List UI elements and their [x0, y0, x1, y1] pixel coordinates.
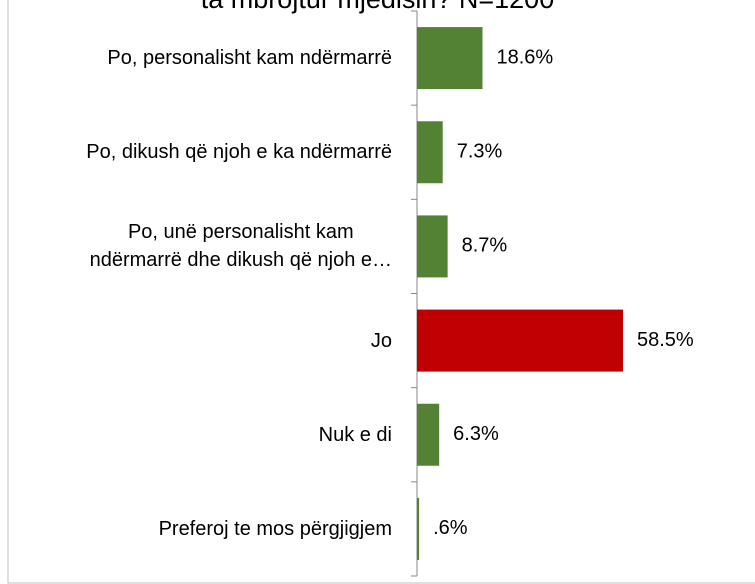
- data-label: 18.6%: [496, 46, 553, 68]
- data-label: .6%: [433, 517, 468, 539]
- category-label-box: Po, personalisht kam ndërmarrë: [0, 44, 392, 72]
- bar: [417, 403, 440, 466]
- bar: [417, 121, 443, 184]
- data-label: 8.7%: [462, 235, 508, 257]
- category-label-box: Nuk e di: [0, 421, 392, 449]
- bar: [417, 309, 623, 372]
- bar: [417, 497, 420, 560]
- data-label: 6.3%: [453, 423, 499, 445]
- chart-title: ta mbrojtur mjedisin? N=1200: [0, 0, 755, 15]
- category-label: Po, personalisht kam ndërmarrë: [107, 47, 392, 70]
- category-label: Jo: [370, 329, 392, 352]
- category-label-box: Jo: [0, 327, 392, 355]
- category-label-box: Po, unë personalisht kam ndërmarrë dhe d…: [0, 218, 392, 274]
- chart-border: [7, 0, 755, 584]
- category-label: Nuk e di: [318, 423, 392, 446]
- category-label-box: Preferoj te mos përgjigjem: [0, 515, 392, 543]
- data-label: 7.3%: [457, 141, 503, 163]
- category-label: Po, unë personalisht kam ndërmarrë dhe d…: [89, 221, 392, 272]
- category-label: Preferoj te mos përgjigjem: [158, 517, 392, 540]
- category-label: Po, dikush që njoh e ka ndërmarrë: [86, 141, 392, 164]
- category-label-box: Po, dikush që njoh e ka ndërmarrë: [0, 138, 392, 166]
- bar: [417, 215, 448, 278]
- bar: [417, 27, 483, 90]
- data-label: 58.5%: [637, 329, 694, 351]
